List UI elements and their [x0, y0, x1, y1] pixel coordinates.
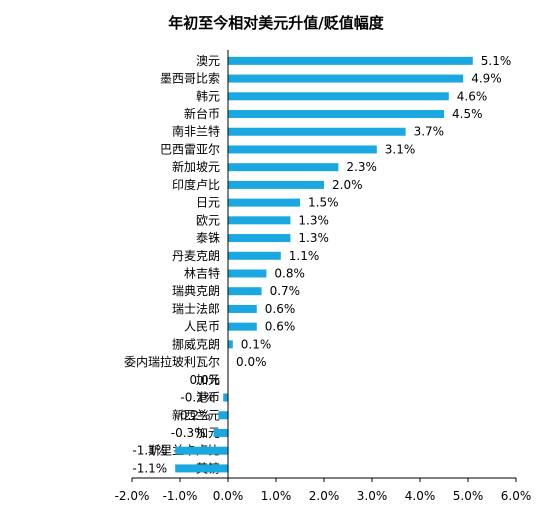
- value-label: 4.6%: [457, 89, 488, 103]
- x-tick-label: 5.0%: [453, 489, 484, 503]
- value-label: 3.1%: [385, 142, 416, 156]
- value-label: 0.8%: [274, 267, 305, 281]
- value-label: 1.3%: [298, 213, 329, 227]
- category-label: 瑞士法郎: [172, 302, 220, 316]
- bar: [228, 340, 233, 349]
- value-label: -0.3%: [171, 426, 206, 440]
- bar: [228, 304, 257, 313]
- bar: [228, 287, 262, 296]
- category-label: 瑞典克朗: [172, 284, 220, 298]
- bar: [175, 464, 228, 473]
- value-label: 0.6%: [265, 302, 296, 316]
- value-label: 4.9%: [471, 72, 502, 86]
- category-label: 挪威克朗: [172, 337, 220, 351]
- x-tick-label: 1.0%: [261, 489, 292, 503]
- value-label: 0.6%: [265, 320, 296, 334]
- x-tick-label: -1.0%: [163, 489, 198, 503]
- category-label: 林吉特: [184, 266, 220, 281]
- bar: [228, 110, 444, 119]
- value-label: 2.3%: [346, 160, 377, 174]
- value-label: 5.1%: [481, 54, 512, 68]
- chart-title: 年初至今相对美元升值/贬值幅度: [168, 14, 384, 32]
- value-label: 4.5%: [452, 107, 483, 121]
- bar: [223, 393, 228, 402]
- category-labels: 澳元墨西哥比索韩元新台币南非兰特巴西雷亚尔新加坡元印度卢比日元欧元泰铢丹麦克朗林…: [124, 54, 220, 476]
- category-label: 港币: [196, 391, 220, 405]
- bar: [213, 428, 228, 437]
- x-axis: -2.0% -1.0% 0.0% 1.0% 2.0% 3.0% 4.0% 5.0% 6.0%: [115, 50, 532, 503]
- category-label: 韩元: [196, 88, 220, 103]
- bar: [228, 163, 339, 172]
- category-label: 人民币: [184, 320, 220, 334]
- value-label: -0.2%: [176, 408, 211, 422]
- category-label: 澳元: [196, 54, 220, 68]
- category-label: 墨西哥比索: [160, 72, 220, 86]
- category-label: 丹麦克朗: [172, 249, 220, 263]
- x-tick-label: 2.0%: [309, 489, 340, 503]
- bar: [218, 411, 228, 420]
- category-label: 新西兰元: [172, 407, 220, 422]
- bar: [175, 446, 228, 455]
- bar: [228, 74, 464, 83]
- category-label: 巴西雷亚尔: [160, 141, 220, 156]
- category-label: 南非兰特: [172, 124, 220, 139]
- category-label: 日元: [196, 196, 220, 210]
- x-tick-label: 6.0%: [501, 489, 532, 503]
- bar: [228, 127, 406, 136]
- category-label: 新加坡元: [172, 159, 220, 174]
- category-label: 加元: [196, 373, 220, 387]
- bar: [228, 198, 300, 207]
- value-label: 1.3%: [298, 231, 329, 245]
- value-label: 3.7%: [414, 125, 445, 139]
- value-label: 0.1%: [241, 337, 271, 351]
- value-labels: 5.1% 4.9% 4.6% 4.5% 3.7% 3.1% 2.3% 2.0% 1.5% 1.3%…: [132, 54, 511, 476]
- bar: [228, 216, 291, 225]
- category-label: 欧元: [196, 213, 220, 227]
- x-tick-label: 0.0%: [213, 489, 244, 503]
- value-label: 2.0%: [332, 178, 363, 192]
- value-label: 0.0%: [190, 373, 221, 387]
- bar: [228, 180, 324, 189]
- x-tick-label: 3.0%: [357, 489, 388, 503]
- value-label: -0.1%: [180, 391, 215, 405]
- x-tick-label: -2.0%: [115, 489, 150, 503]
- bars: [175, 56, 473, 473]
- value-label: 0.7%: [270, 284, 301, 298]
- value-label: 1.5%: [308, 196, 339, 210]
- bar: [228, 234, 291, 243]
- x-tick-label: 4.0%: [405, 489, 436, 503]
- value-label: -1.1%: [132, 444, 167, 458]
- bar: [228, 269, 267, 278]
- category-label: 新台币: [184, 106, 220, 121]
- value-label: 0.0%: [236, 355, 267, 369]
- bar: [228, 56, 473, 65]
- category-label: 泰铢: [196, 230, 220, 245]
- category-label: 印度卢比: [172, 177, 220, 192]
- bar: [228, 145, 377, 154]
- bar: [228, 322, 257, 331]
- bar: [228, 92, 449, 101]
- value-label: -1.1%: [132, 461, 167, 475]
- bar: [228, 251, 281, 260]
- category-label: 委内瑞拉玻利瓦尔: [124, 354, 220, 369]
- value-label: 1.1%: [289, 249, 320, 263]
